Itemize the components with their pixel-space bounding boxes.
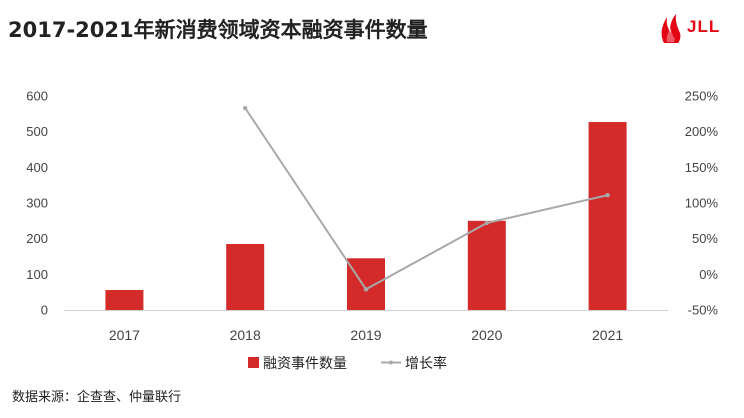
y-left-tick-label: 0: [41, 303, 48, 318]
legend-line-dot: [389, 360, 393, 365]
y-left-tick-label: 100: [26, 267, 48, 282]
growth-rate-point: [484, 220, 489, 226]
bar: [467, 220, 506, 310]
legend: 融资事件数量 增长率: [248, 355, 447, 372]
jll-flame-icon: [661, 14, 681, 43]
x-tick-label: 2019: [350, 327, 381, 343]
y-right-tick-label: 250%: [685, 89, 719, 104]
logo-text: JLL: [687, 17, 721, 36]
y-left-tick-label: 500: [26, 124, 48, 139]
bar-series: [105, 122, 627, 310]
y-left-axis: 0 100 200 300 400 500 600: [26, 89, 48, 318]
growth-rate-point: [605, 192, 610, 198]
y-left-tick-label: 300: [26, 196, 48, 211]
source-note: 数据来源：企查查、仲量联行: [12, 390, 182, 405]
x-tick-label: 2018: [230, 327, 261, 343]
y-left-tick-label: 200: [26, 231, 48, 246]
x-tick-label: 2020: [471, 327, 502, 343]
bar: [105, 290, 144, 310]
growth-rate-point: [363, 287, 369, 292]
growth-rate-points: [243, 105, 610, 292]
legend-bar-swatch: [248, 357, 259, 368]
growth-rate-line: [244, 107, 608, 291]
y-right-axis: -50% 0% 50% 100% 150% 200% 250%: [685, 89, 719, 318]
x-tick-label: 2017: [109, 327, 140, 343]
x-tick-label: 2021: [592, 327, 623, 343]
legend-line-label: 增长率: [405, 355, 447, 372]
y-right-tick-label: 0%: [699, 267, 718, 282]
y-right-tick-label: 50%: [692, 231, 718, 246]
y-right-tick-label: 200%: [685, 124, 719, 139]
y-right-tick-label: -50%: [688, 303, 719, 318]
chart-title: 2017-2021年新消费领域资本融资事件数量: [8, 18, 428, 42]
y-left-tick-label: 600: [26, 89, 48, 104]
jll-logo: JLL: [658, 11, 740, 45]
y-right-tick-label: 150%: [685, 160, 719, 175]
y-right-tick-label: 100%: [685, 196, 719, 211]
y-left-tick-label: 400: [26, 160, 48, 175]
bar: [347, 258, 385, 310]
x-axis: 2017 2018 2019 2020 2021: [109, 327, 624, 343]
legend-bar-label: 融资事件数量: [263, 356, 347, 372]
growth-rate-point: [243, 105, 248, 111]
bar: [226, 244, 265, 310]
bar: [588, 122, 627, 310]
